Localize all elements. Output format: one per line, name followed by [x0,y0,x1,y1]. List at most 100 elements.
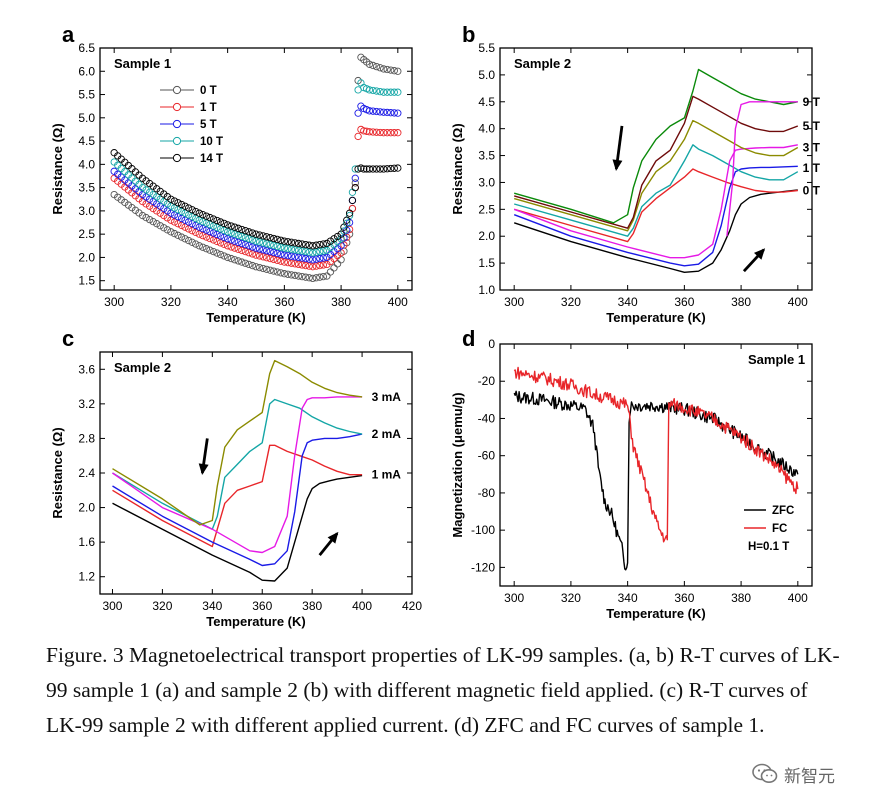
data-point [266,254,274,263]
data-point [270,267,278,275]
y-tick-label: 4.5 [78,134,95,148]
series-end-label: 3 mA [372,390,402,404]
data-point [177,214,186,223]
data-point [202,245,211,253]
series-0 [513,189,798,273]
data-point [209,229,218,237]
data-point [337,249,345,257]
data-point [174,199,182,207]
data-point [227,222,235,230]
data-point [312,262,320,270]
x-tick-label: 320 [561,591,581,605]
x-tick-label: 360 [252,599,272,613]
data-point [348,204,357,213]
legend-marker [172,153,182,163]
legend-label: ZFC [772,505,794,517]
data-point [294,239,303,248]
data-point [291,246,299,254]
data-point [142,213,150,222]
series-line [726,101,798,237]
data-point [376,108,384,116]
data-point [390,88,398,96]
plot-frame [99,351,413,595]
y-axis-label: Resistance (Ω) [50,427,65,518]
data-point [223,221,232,229]
series-line [112,359,363,526]
data-point [220,233,228,242]
watermark-text: 新智元 [784,766,835,787]
x-tick-label: 400 [388,295,408,309]
data-point [280,258,289,266]
data-point [231,223,239,231]
data-point [394,109,402,117]
series-end-label: 2 mA [372,427,402,441]
y-tick-label: 4.0 [78,157,95,171]
x-axis-label: Temperature (K) [606,310,705,325]
data-point [181,223,189,231]
series-5-T [110,102,402,264]
data-point [252,263,260,271]
series-line [514,95,799,229]
series-line [112,474,363,582]
panel-b: b 300 320 340 360 380 400 1.0 1.5 2.0 2.5 3.0 3.5 4.0… [450,22,821,325]
data-point [184,225,193,233]
data-point [255,252,264,260]
y-tick-label: 4.5 [478,95,495,109]
y-tick-label: 3.5 [478,149,495,163]
data-point [319,254,328,262]
data-point [209,215,218,223]
data-point [245,242,253,250]
data-point [174,206,182,214]
data-point [149,190,157,199]
plot-frame [499,343,813,587]
data-point [234,257,242,265]
panel-letter-c: c [62,326,74,351]
data-point [213,223,221,232]
data-point [301,273,310,281]
data-point [259,239,267,247]
plot-frame [99,47,413,291]
data-point [156,195,164,203]
data-point [365,128,374,136]
data-point [149,197,157,206]
series-end-label: 1 T [803,161,821,175]
data-point [390,109,398,117]
data-point [369,61,377,70]
x-tick-label: 400 [788,295,808,309]
series-2 [513,165,798,267]
data-point [316,254,324,263]
series-6 [514,95,799,229]
data-point [216,218,225,226]
data-point [376,64,384,72]
x-axis-label: Temperature (K) [606,606,705,621]
y-tick-label: 1.6 [78,535,95,549]
series-1 [514,168,798,243]
y-tick-label: 3.6 [78,362,95,376]
data-point [142,186,150,194]
y-tick-label: -80 [478,486,496,500]
data-point [163,214,172,222]
data-point [195,223,203,231]
series-10-T [110,79,402,257]
data-point [252,230,260,238]
data-point [209,247,218,256]
data-point [160,204,168,213]
x-tick-label: 340 [618,591,638,605]
data-point [394,129,402,137]
data-point [156,202,164,210]
data-point [273,268,281,276]
x-tick-label: 360 [674,591,694,605]
data-point [309,274,317,283]
data-point [287,245,296,253]
data-point [387,109,395,117]
y-tick-label: 2.8 [78,431,95,445]
legend-marker [172,119,182,129]
data-point [305,274,313,282]
x-tick-label: 300 [104,295,124,309]
data-point [209,222,218,230]
data-point [206,234,214,243]
data-point [351,183,359,192]
data-point [337,256,345,264]
data-point [284,252,292,260]
data-point [192,221,200,230]
